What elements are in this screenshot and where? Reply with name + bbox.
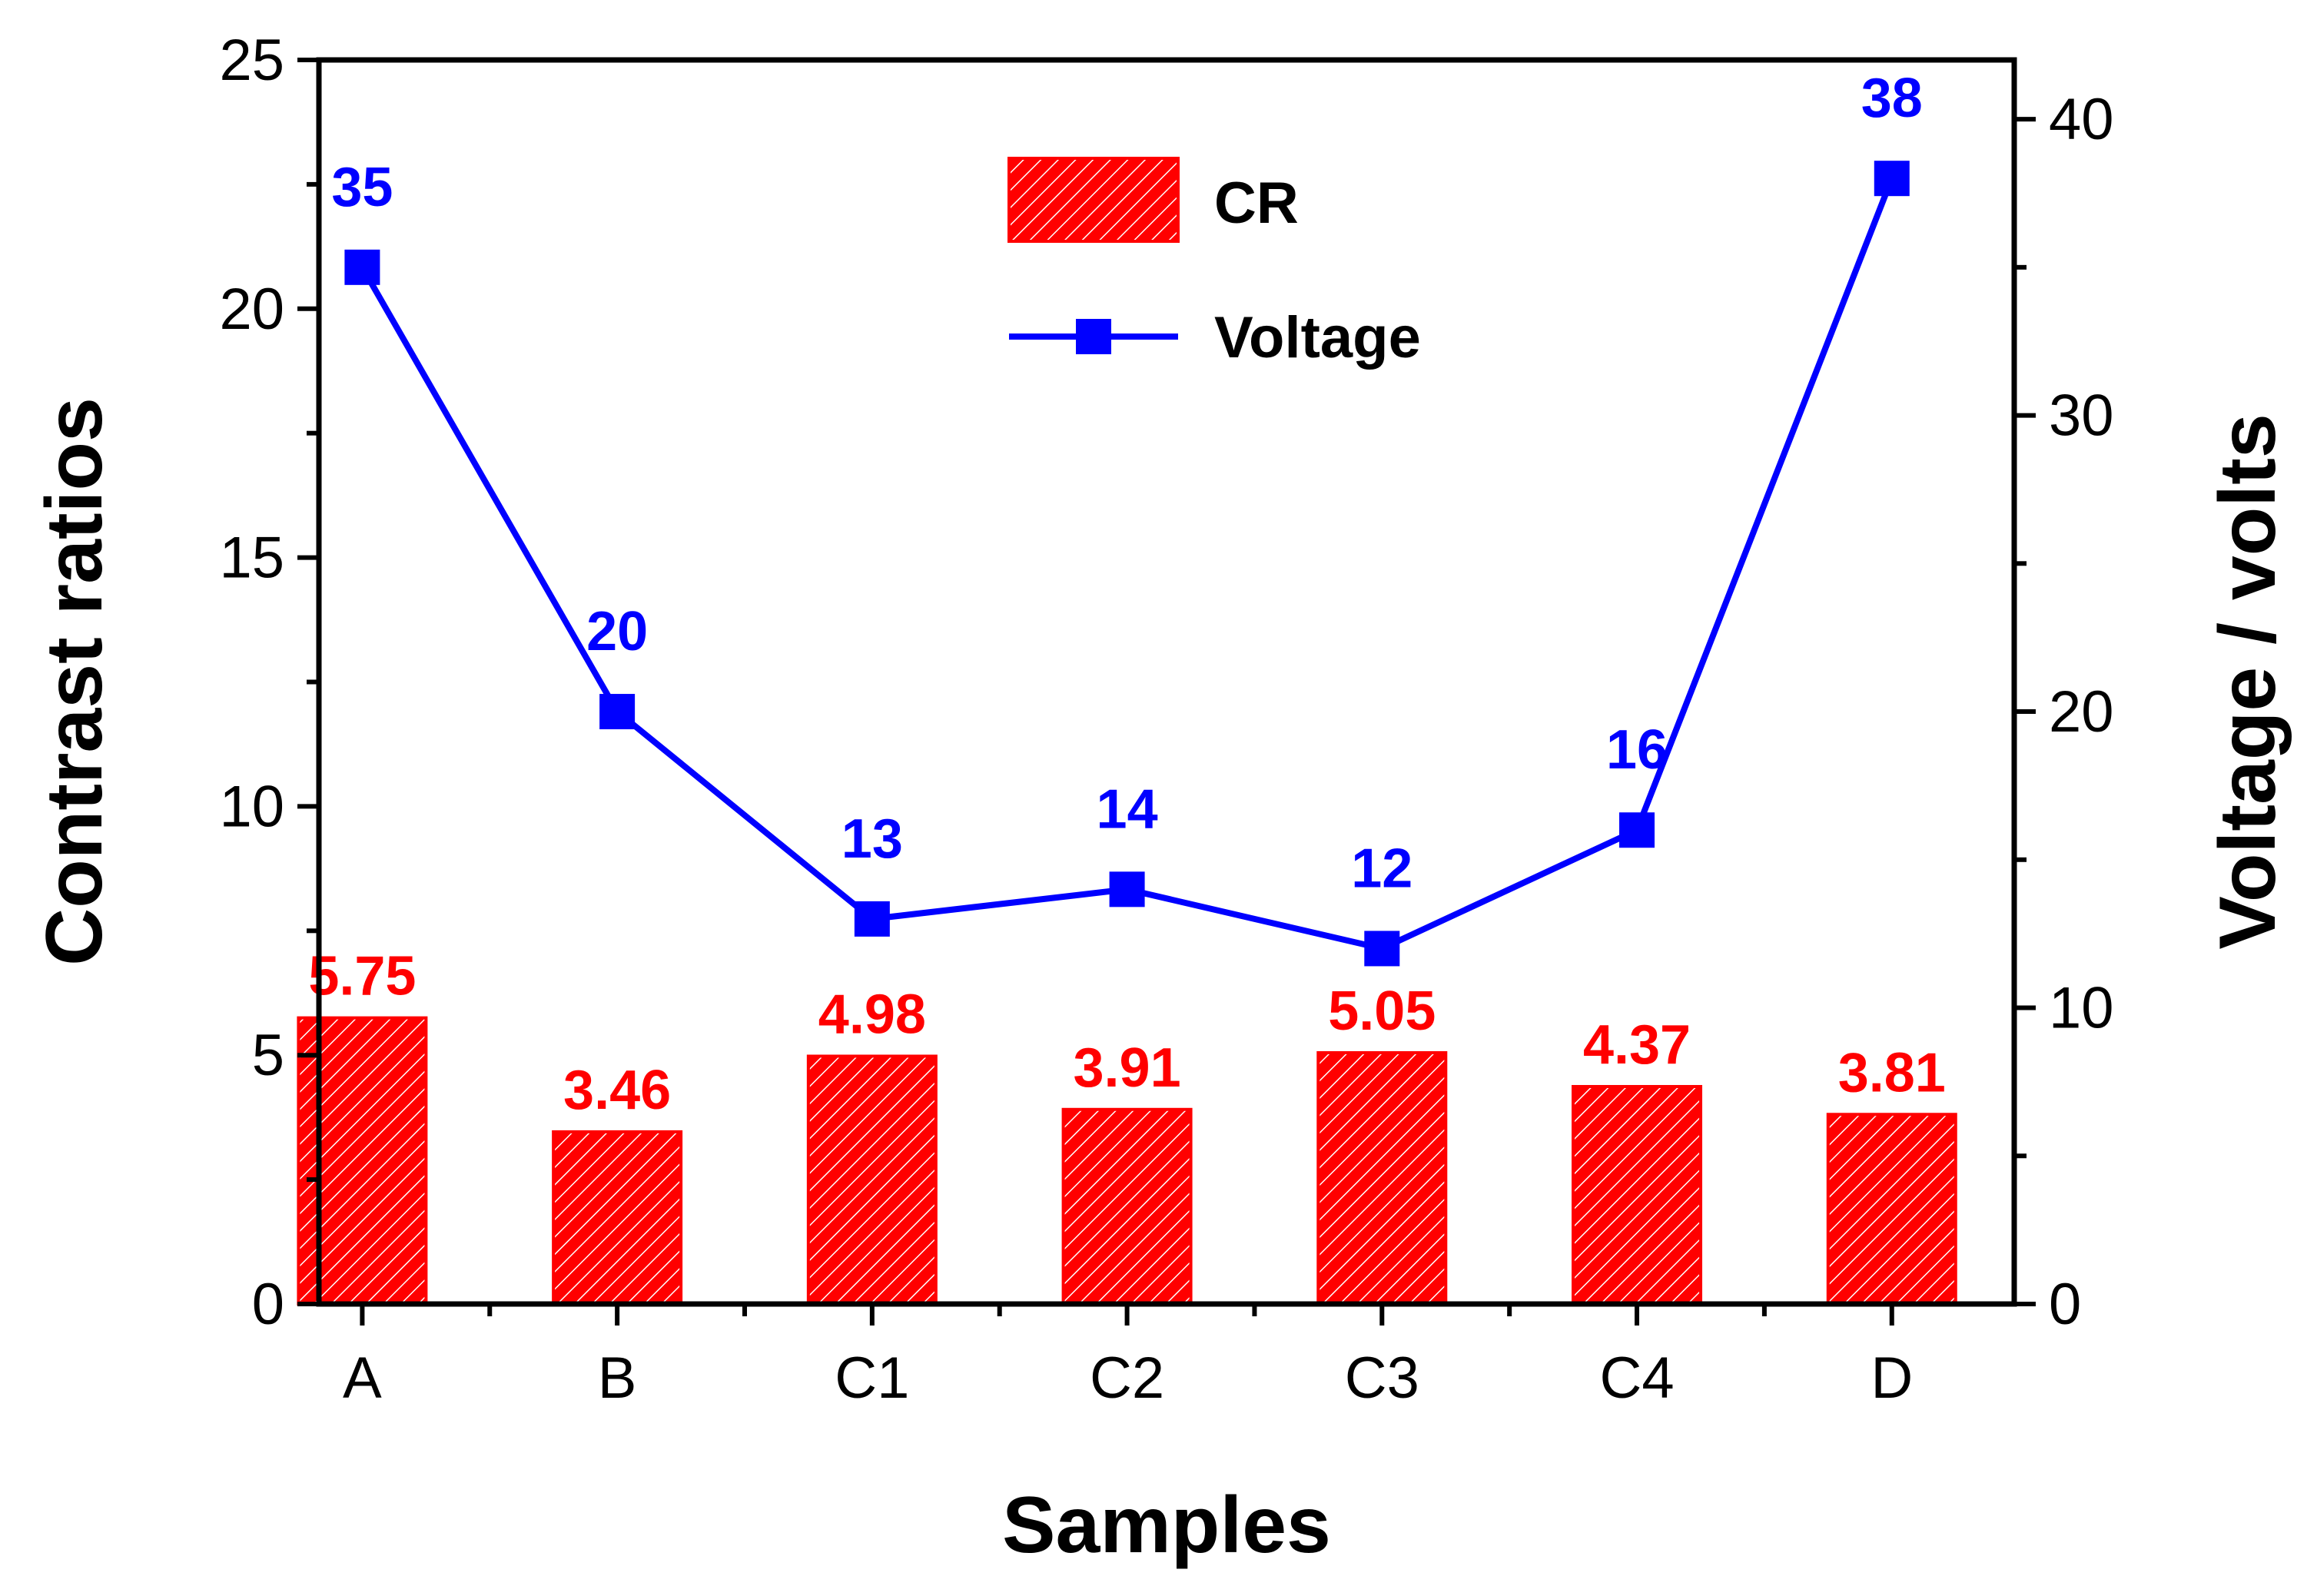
y2-tick-label: 10 [2049,976,2114,1041]
voltage-marker-c3 [1364,931,1400,967]
bar-cr-c2 [1061,1107,1193,1306]
bar-label-c3: 5.05 [1328,980,1436,1042]
voltage-marker-d [1874,161,1910,197]
bar-data-labels: 5.75 3.46 4.98 3.91 5.05 4.37 3.81 [308,946,1946,1121]
x-tick-label: D [1871,1345,1913,1411]
voltage-marker-c4 [1619,812,1655,848]
y2-tick-label: 0 [2049,1272,2081,1337]
bar-cr-c1 [806,1054,938,1306]
voltage-marker-c2 [1109,871,1145,907]
legend-marker-voltage [1076,319,1111,354]
x-tick-label: C2 [1090,1345,1164,1411]
bar-cr-c3 [1316,1050,1448,1306]
voltage-label-c3: 12 [1351,838,1412,899]
bar-label-c1: 4.98 [818,984,926,1045]
y2-tick-label: 40 [2049,87,2114,152]
bar-cr-d [1826,1113,1957,1306]
x-axis-ticks: A B C1 C2 C3 C4 D [343,1304,1913,1411]
legend-label-voltage: Voltage [1214,305,1421,370]
legend: CR Voltage [1007,157,1421,370]
left-axis-ticks: 0 5 10 15 20 25 [219,28,319,1337]
bar-cr-b [552,1130,683,1306]
x-tick-label: C1 [835,1345,909,1411]
y-tick-label: 10 [219,774,284,839]
voltage-label-c1: 13 [841,808,903,870]
voltage-label-a: 35 [331,157,393,218]
voltage-marker-a [344,249,380,285]
x-tick-label: C4 [1599,1345,1674,1411]
right-axis-ticks: 0 10 20 30 40 [2014,87,2114,1337]
y-tick-label: 5 [252,1023,284,1088]
legend-swatch-cr [1007,157,1180,243]
bar-label-a: 5.75 [308,946,416,1007]
y-tick-label: 25 [219,28,284,93]
y-tick-label: 20 [219,277,284,342]
bar-label-c4: 4.37 [1583,1014,1691,1076]
voltage-label-c4: 16 [1606,719,1668,781]
y-tick-label: 15 [219,526,284,591]
bar-series-cr [297,1016,1957,1306]
bar-label-d: 3.81 [1838,1042,1946,1103]
line-data-labels: 35 20 13 14 12 16 38 [331,68,1922,899]
voltage-marker-b [599,694,636,730]
voltage-marker-c1 [854,901,890,937]
x-tick-label: B [598,1345,637,1411]
voltage-label-d: 38 [1861,68,1923,129]
y-tick-label: 0 [252,1272,284,1337]
x-axis-title: Samples [1002,1481,1331,1570]
bar-label-c2: 3.91 [1074,1037,1181,1099]
voltage-label-b: 20 [586,601,648,662]
legend-label-cr: CR [1214,171,1299,236]
y2-axis-title: Voltage / volts [2203,413,2292,949]
x-tick-label: A [343,1345,382,1411]
voltage-label-c2: 14 [1097,778,1158,840]
x-tick-label: C3 [1345,1345,1419,1411]
bar-label-b: 3.46 [563,1060,671,1121]
y-axis-title: Contrast ratios [30,397,119,966]
line-series-voltage [344,161,1910,967]
bar-cr-c4 [1572,1084,1703,1306]
y2-tick-label: 30 [2049,383,2114,449]
y2-tick-label: 20 [2049,679,2114,745]
